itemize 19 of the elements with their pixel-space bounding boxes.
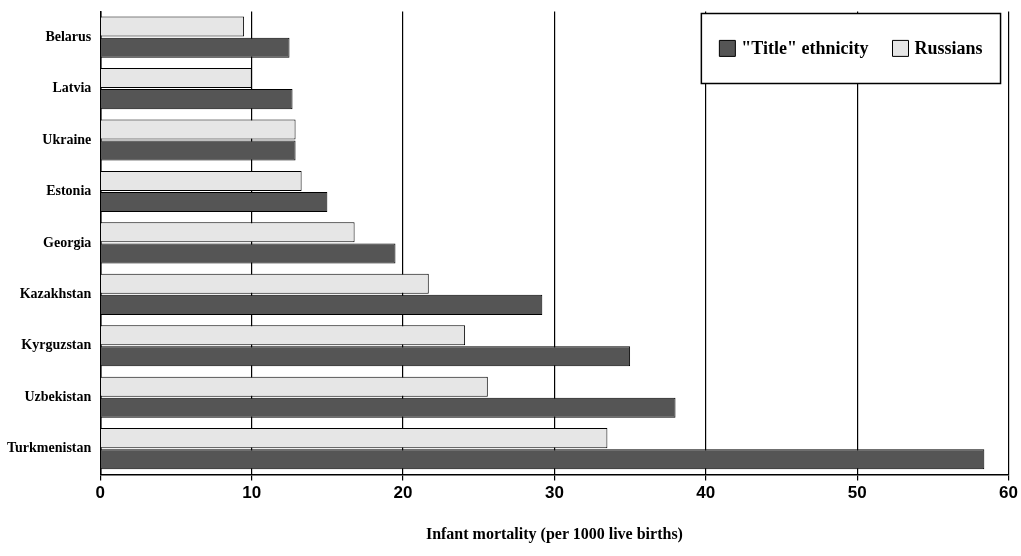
x-tick-label: 20: [393, 483, 413, 503]
y-tick-label: Latvia: [52, 80, 92, 96]
x-axis-title: Infant mortality (per 1000 live births): [425, 524, 683, 543]
y-tick-label: Turkmenistan: [6, 440, 92, 456]
y-tick-label: Estonia: [46, 183, 92, 199]
y-tick-label: Kyrguzstan: [21, 337, 92, 353]
y-tick-label: Ukraine: [42, 131, 92, 147]
x-tick-label: 0: [95, 483, 106, 503]
y-tick-label: Uzbekistan: [24, 388, 92, 404]
y-tick-label: Kazakhstan: [19, 285, 92, 301]
legend-label: "Title" ethnicity: [741, 38, 869, 59]
x-tick-label: 10: [242, 483, 262, 503]
x-tick-label: 30: [544, 483, 564, 503]
x-tick-label: 60: [999, 483, 1019, 503]
y-tick-label: Georgia: [43, 234, 92, 250]
y-tick-label: Belarus: [45, 28, 92, 44]
x-tick-label: 50: [847, 483, 867, 503]
legend-label: Russians: [914, 38, 983, 59]
x-tick-label: 40: [696, 483, 716, 503]
